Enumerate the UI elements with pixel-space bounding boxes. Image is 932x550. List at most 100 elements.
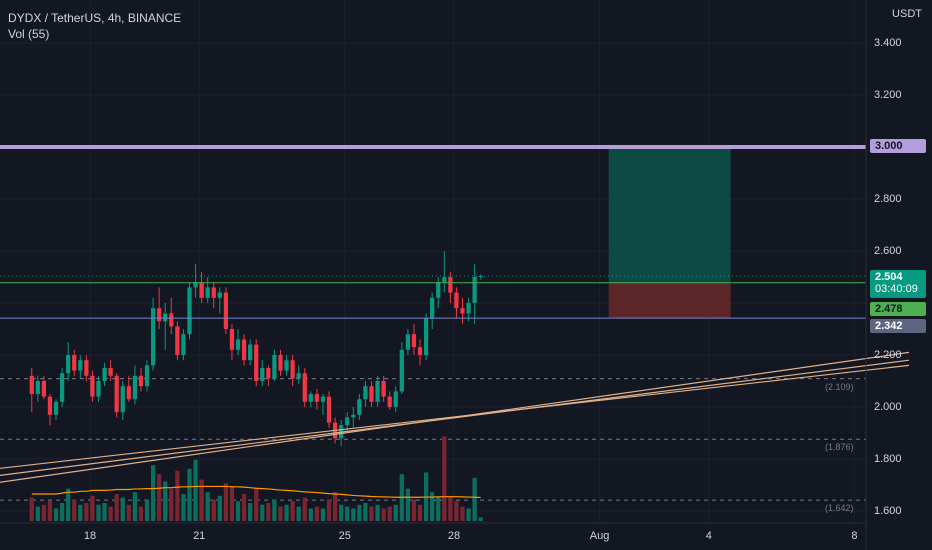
candle-body xyxy=(96,381,101,397)
candle-body xyxy=(187,287,192,335)
volume-bar xyxy=(217,495,222,521)
volume-bar xyxy=(205,492,210,521)
price-tick-label: 2.000 xyxy=(874,401,902,413)
candle-body xyxy=(138,375,144,387)
candle-body xyxy=(363,386,368,400)
candle-body xyxy=(126,386,131,400)
volume-bar xyxy=(375,504,380,521)
symbol-title[interactable]: DYDX / TetherUS, 4h, BINANCE xyxy=(8,11,182,25)
volume-bar xyxy=(144,499,150,521)
volume-bar xyxy=(84,503,89,521)
volume-bar xyxy=(460,506,465,521)
volume-bar xyxy=(260,504,265,521)
volume-bar xyxy=(314,506,320,521)
volume-bar xyxy=(120,497,125,521)
candle-body xyxy=(102,368,107,381)
volume-bar xyxy=(114,494,119,521)
candle-body xyxy=(163,313,168,322)
volume-bar xyxy=(454,501,459,521)
trendlines[interactable] xyxy=(0,351,910,490)
candle-body xyxy=(132,375,138,400)
horizontal-level-label: (2.109) xyxy=(825,381,854,392)
candle-body xyxy=(29,375,34,394)
candle-body xyxy=(120,386,125,413)
candle-body xyxy=(405,334,411,350)
candle-body xyxy=(466,303,471,314)
volume-bar xyxy=(248,503,253,521)
volume-bar xyxy=(387,506,392,521)
candle-body xyxy=(114,375,119,413)
candle-body xyxy=(199,282,204,298)
volume-bar xyxy=(351,508,356,521)
candle-body xyxy=(78,360,83,371)
volume-bar xyxy=(339,504,344,521)
candle-body xyxy=(266,368,271,379)
candle-body xyxy=(193,282,198,288)
volume-bar xyxy=(296,506,301,521)
volume-bar xyxy=(478,517,483,521)
price-tick-label: 1.800 xyxy=(874,453,902,465)
candle-body xyxy=(108,368,113,376)
volume-bar xyxy=(411,499,417,521)
volume-bar xyxy=(436,497,441,521)
price-tick-label: 2.800 xyxy=(874,193,902,205)
volume-bar xyxy=(223,483,229,521)
volume-bar xyxy=(466,508,471,521)
time-tick-label: 25 xyxy=(338,530,351,542)
time-tick-label: 4 xyxy=(705,530,712,542)
volume-bar xyxy=(284,504,289,521)
price-tick-label: 3.200 xyxy=(874,89,902,101)
candle-body xyxy=(375,381,380,402)
last-price-label: 2.504 03:40:09 xyxy=(870,270,926,298)
volume-indicator-label[interactable]: Vol (55) xyxy=(8,27,50,41)
volume-bar xyxy=(72,499,77,521)
volume-bar xyxy=(163,481,168,521)
candle-body xyxy=(357,399,362,415)
volume-bar xyxy=(187,468,192,521)
volume-bar xyxy=(169,488,174,521)
candle-body xyxy=(284,360,289,371)
candle-body xyxy=(423,318,429,355)
candle-body xyxy=(41,381,47,397)
volume-ma xyxy=(31,485,481,499)
candle-body xyxy=(84,360,89,376)
volume-bar xyxy=(357,504,362,521)
volume-bar xyxy=(302,497,307,521)
candle-body xyxy=(326,396,332,423)
time-tick-label: Aug xyxy=(589,530,610,542)
volume-bar xyxy=(229,486,235,521)
volume-bar xyxy=(29,497,34,521)
candle-body xyxy=(90,375,95,397)
volume-bar xyxy=(132,492,138,521)
candle-body xyxy=(345,417,350,426)
volume-bar xyxy=(78,504,83,521)
volume-bar xyxy=(332,492,338,521)
volume-bar xyxy=(320,508,326,521)
candle-body xyxy=(399,349,404,392)
loss-zone xyxy=(608,282,731,319)
price-tick-label: 2.200 xyxy=(874,349,902,361)
candle-body xyxy=(387,396,392,407)
volume-bar xyxy=(472,477,477,521)
candle-body xyxy=(436,282,441,298)
candle-body xyxy=(72,355,77,371)
time-tick-label: 18 xyxy=(83,530,97,542)
entry-price-label: 2.478 xyxy=(870,302,926,316)
candle-body xyxy=(211,287,216,298)
candle-body xyxy=(150,308,156,366)
volume-bar xyxy=(126,504,131,521)
candle-body xyxy=(296,373,301,379)
stop-price-label: 2.342 xyxy=(870,319,926,333)
volume-bar xyxy=(326,499,332,521)
candle-body xyxy=(314,394,320,402)
profit-zone xyxy=(608,147,731,283)
volume-bar xyxy=(199,479,204,521)
volume-bar xyxy=(278,506,283,521)
volume-bar xyxy=(308,508,313,521)
candle-body xyxy=(290,360,295,379)
candle-body xyxy=(411,334,417,348)
long-position-tool[interactable] xyxy=(608,147,731,319)
bar-countdown: 03:40:09 xyxy=(875,283,918,295)
